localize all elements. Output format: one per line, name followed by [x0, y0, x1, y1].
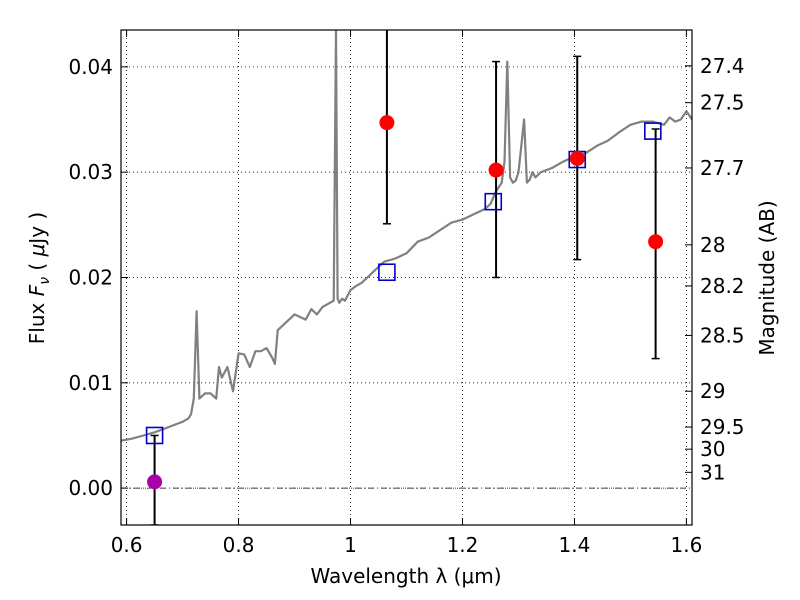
y-tick-label: 0.03	[68, 160, 113, 184]
magnitude-tick-label: 29.5	[700, 415, 745, 439]
x-tick-label: 1.2	[447, 533, 479, 557]
magnitude-tick-label: 27.5	[700, 91, 745, 115]
model-boxes	[145, 122, 662, 445]
x-axis-label: Wavelength λ (μm)	[310, 564, 501, 588]
measured-point	[488, 162, 504, 178]
model-box	[484, 192, 503, 211]
y-tick-label: 0.00	[68, 476, 113, 500]
right-axis-label: Magnitude (AB)	[755, 200, 779, 355]
y-axis-label-part: (	[25, 256, 49, 277]
magnitude-tick-label: 28.2	[700, 274, 745, 298]
measured-point	[648, 234, 664, 250]
measured-points	[147, 115, 664, 490]
magnitude-tick-label: 31	[700, 460, 725, 484]
y-axis-label-part: Flux	[25, 296, 49, 344]
upper-limit-point	[147, 474, 163, 490]
measured-point	[379, 115, 395, 131]
y-tick-label: 0.02	[68, 266, 113, 290]
y-axis-label: Flux Fν ( μJy )	[25, 212, 53, 344]
x-tick-label: 1.6	[670, 533, 702, 557]
magnitude-tick-label: 29	[700, 379, 725, 403]
magnitude-tick-label: 27.7	[700, 156, 745, 180]
magnitude-tick-label: 27.4	[700, 54, 745, 78]
model-box	[145, 426, 164, 445]
y-axis-label-part: ν	[37, 277, 53, 285]
magnitude-tick-label: 30	[700, 437, 725, 461]
y-axis-label-part: μ	[25, 244, 49, 258]
x-tick-label: 1.4	[559, 533, 591, 557]
x-tick-label: 0.6	[111, 533, 143, 557]
plot-area	[121, 30, 692, 525]
magnitude-tick-label: 28	[700, 233, 725, 257]
y-tick-label: 0.04	[68, 55, 113, 79]
measured-point	[569, 150, 585, 166]
y-axis-label-part: Jy )	[25, 212, 49, 246]
magnitude-tick-label: 28.5	[700, 323, 745, 347]
spectrum-series	[121, 30, 692, 442]
model-box	[378, 263, 396, 282]
y-axis-ticks: 0.00 0.01 0.02 0.03 0.04	[68, 55, 128, 500]
y-tick-label: 0.01	[68, 371, 113, 395]
error-bars	[150, 30, 660, 525]
x-tick-label: 1	[344, 533, 357, 557]
x-axis-ticks: 0.6 0.8 1 1.2 1.4 1.6	[111, 30, 702, 557]
spectrum-line	[121, 30, 692, 442]
x-tick-label: 0.8	[223, 533, 255, 557]
grid	[121, 30, 692, 525]
y-axis-label-part: F	[25, 284, 49, 296]
model-box	[644, 122, 662, 140]
plot-frame	[120, 29, 693, 526]
